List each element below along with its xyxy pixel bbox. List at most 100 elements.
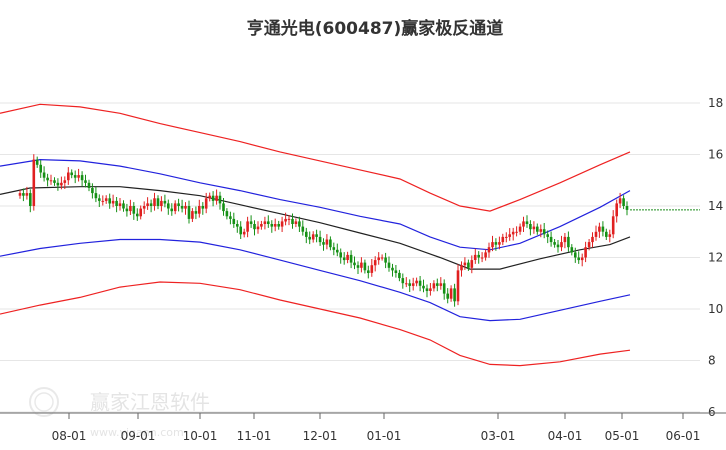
candle-body (311, 234, 315, 240)
candle (456, 264, 460, 306)
channel-line-middle (0, 186, 631, 270)
candle-body (587, 242, 591, 248)
candle-body (467, 262, 470, 268)
candle (132, 202, 136, 220)
candle (570, 244, 574, 256)
candle-body (325, 239, 329, 245)
candle-body (518, 226, 522, 232)
candle-body (132, 206, 136, 214)
candle-body (329, 239, 332, 248)
candle-body (125, 208, 129, 212)
candle-body (187, 206, 191, 219)
candle (153, 192, 156, 211)
candle-body (136, 213, 139, 217)
candle (515, 226, 518, 237)
candle-body (580, 257, 584, 261)
candle (294, 218, 298, 228)
channel-lines (0, 103, 631, 367)
candle (298, 216, 301, 232)
candle-body (284, 218, 287, 222)
x-tick-label: 01-01 (367, 429, 402, 443)
candle (318, 230, 322, 246)
candle (542, 223, 546, 239)
x-tick-label: 08-01 (52, 429, 87, 443)
candle (432, 280, 436, 292)
candle (332, 242, 336, 256)
candle (136, 208, 139, 221)
candle (32, 154, 36, 211)
candle (346, 251, 349, 264)
candle (232, 212, 236, 228)
candle-body (277, 224, 280, 227)
candle (218, 191, 222, 210)
candle-body (615, 203, 618, 217)
candle-body (253, 224, 256, 230)
candle (139, 205, 142, 220)
candle (463, 257, 467, 270)
candle-body (463, 262, 467, 266)
candle (408, 279, 411, 292)
candle-body (415, 280, 418, 284)
candle (215, 189, 218, 205)
candle (518, 223, 522, 235)
candle (487, 242, 491, 258)
candle (204, 192, 208, 214)
candle-body (491, 242, 494, 248)
candle (277, 220, 280, 230)
candle (601, 221, 605, 237)
candle-body (601, 226, 605, 232)
candle (67, 167, 70, 185)
candle (22, 188, 25, 202)
candle (125, 203, 129, 217)
candle (591, 232, 594, 248)
candle (501, 233, 505, 246)
candle-body (242, 231, 246, 235)
candle-body (18, 193, 22, 196)
candle (208, 192, 211, 202)
candle (508, 228, 511, 241)
candle-body (194, 211, 198, 214)
candle-body (160, 200, 163, 206)
candle (246, 216, 249, 238)
candle-body (115, 200, 118, 206)
candle (453, 283, 456, 307)
candle-body (349, 254, 353, 263)
candle (163, 194, 167, 208)
candle (211, 191, 215, 207)
candle-body (363, 262, 367, 271)
candle (242, 228, 246, 238)
candle-body (35, 159, 39, 165)
candle-body (208, 195, 211, 199)
candle-body (346, 254, 349, 260)
candle (84, 174, 87, 188)
candle-body (625, 206, 629, 210)
candle-body (211, 195, 215, 201)
candle-body (446, 293, 449, 299)
candle (18, 190, 22, 199)
candle-body (618, 198, 622, 204)
candle (470, 255, 474, 274)
candle-body (577, 257, 580, 261)
candle-body (218, 195, 222, 204)
x-tick-label: 04-01 (548, 429, 583, 443)
candle-body (584, 247, 587, 258)
y-tick-label: 12 (708, 251, 723, 265)
candle (401, 273, 405, 289)
x-tick-label: 05-01 (605, 429, 640, 443)
candle-body (539, 229, 543, 232)
candle (98, 194, 101, 207)
candle (284, 212, 287, 226)
candle-body (232, 218, 236, 224)
candle (522, 216, 525, 232)
candle (615, 199, 618, 223)
candle-body (180, 206, 184, 209)
candle-body (591, 236, 594, 243)
candle (549, 231, 553, 247)
candle (339, 248, 342, 264)
candle (146, 197, 149, 210)
candle (491, 235, 494, 252)
candle (101, 195, 105, 206)
candle (384, 252, 387, 269)
candle-body (501, 236, 505, 243)
candle (577, 251, 580, 264)
